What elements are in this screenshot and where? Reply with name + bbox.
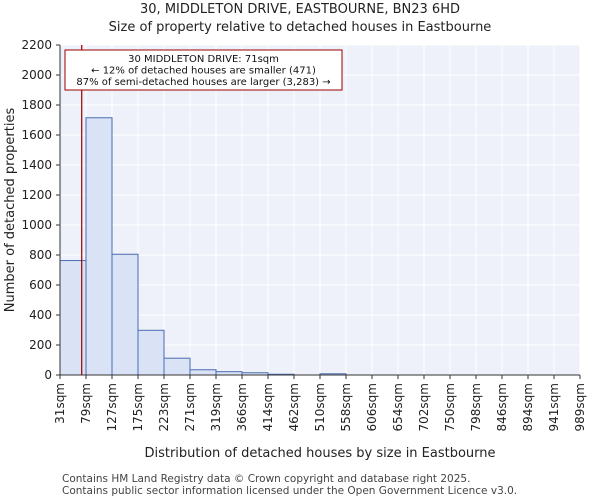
- y-tick-label: 200: [29, 338, 52, 352]
- y-tick-label: 2200: [21, 38, 52, 52]
- x-tick-label: 654sqm: [391, 383, 405, 431]
- y-tick-label: 1400: [21, 158, 52, 172]
- x-tick-label: 31sqm: [53, 383, 67, 424]
- annotation-box: [64, 49, 343, 91]
- chart-subtitle: Size of property relative to detached ho…: [108, 20, 492, 35]
- y-axis-title: Number of detached properties: [3, 108, 18, 313]
- histogram-bar: [137, 329, 165, 376]
- x-tick-label: 462sqm: [287, 383, 301, 431]
- chart-title: 30, MIDDLETON DRIVE, EASTBOURNE, BN23 6H…: [140, 2, 460, 17]
- histogram-bar: [163, 357, 191, 376]
- x-tick-label: 702sqm: [417, 383, 431, 431]
- histogram-bar: [189, 369, 217, 376]
- x-tick-label: 510sqm: [313, 383, 327, 431]
- x-tick-label: 271sqm: [183, 383, 197, 431]
- x-tick-label: 750sqm: [443, 383, 457, 431]
- x-tick-label: 989sqm: [573, 383, 587, 431]
- y-tick-label: 800: [29, 248, 52, 262]
- x-tick-label: 941sqm: [547, 383, 561, 431]
- x-tick-label: 319sqm: [209, 383, 223, 431]
- x-tick-label: 366sqm: [235, 383, 249, 431]
- annotation-smaller: ← 12% of detached houses are smaller (47…: [91, 66, 316, 77]
- annotation-title: 30 MIDDLETON DRIVE: 71sqm: [128, 54, 279, 65]
- x-tick-label: 894sqm: [521, 383, 535, 431]
- annotation-larger: 87% of semi-detached houses are larger (…: [76, 77, 330, 88]
- histogram-bar: [85, 117, 113, 376]
- histogram-bar: [111, 253, 139, 376]
- x-tick-label: 79sqm: [79, 383, 93, 424]
- x-tick-label: 606sqm: [365, 383, 379, 431]
- y-tick-label: 400: [29, 308, 52, 322]
- x-tick-label: 127sqm: [105, 383, 119, 431]
- y-tick-label: 1600: [21, 128, 52, 142]
- x-tick-label: 175sqm: [131, 383, 145, 431]
- y-tick-label: 2000: [21, 68, 52, 82]
- footer-copyright: Contains HM Land Registry data © Crown c…: [62, 473, 471, 485]
- y-tick-label: 1800: [21, 98, 52, 112]
- y-tick-label: 1200: [21, 188, 52, 202]
- x-tick-label: 846sqm: [495, 383, 509, 431]
- x-tick-label: 798sqm: [469, 383, 483, 431]
- y-tick-label: 1000: [21, 218, 52, 232]
- x-axis-title: Distribution of detached houses by size …: [144, 446, 495, 461]
- x-tick-label: 223sqm: [157, 383, 171, 431]
- x-tick-label: 414sqm: [261, 383, 275, 431]
- y-tick-label: 0: [44, 368, 52, 382]
- x-tick-label: 558sqm: [339, 383, 353, 431]
- footer-licence: Contains public sector information licen…: [62, 485, 518, 497]
- y-tick-label: 600: [29, 278, 52, 292]
